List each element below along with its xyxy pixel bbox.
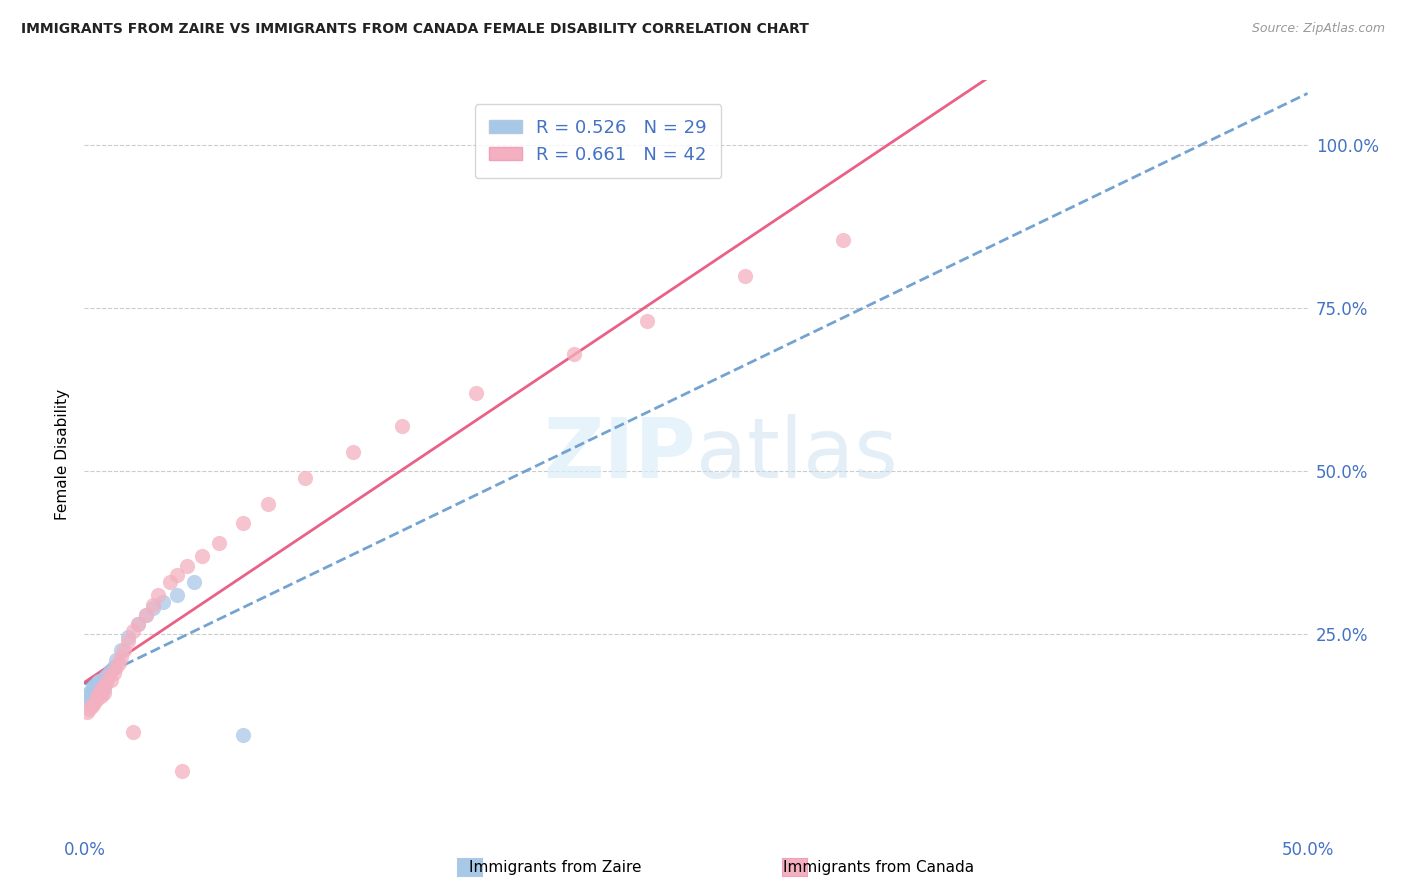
Point <box>152 594 174 608</box>
Point <box>103 659 125 673</box>
Point <box>97 669 120 683</box>
Point <box>77 692 100 706</box>
Point <box>97 666 120 681</box>
Point <box>176 558 198 573</box>
Point <box>232 516 254 531</box>
Text: atlas: atlas <box>696 415 897 495</box>
Y-axis label: Female Disability: Female Disability <box>55 389 70 521</box>
Point <box>86 686 108 700</box>
Point <box>103 666 125 681</box>
Point <box>172 764 194 778</box>
Point <box>146 588 169 602</box>
Point <box>76 689 98 703</box>
Point <box>166 588 188 602</box>
Point <box>183 574 205 589</box>
Point <box>93 682 115 697</box>
Point <box>110 649 132 664</box>
Point <box>96 676 118 690</box>
Legend: R = 0.526   N = 29, R = 0.661   N = 42: R = 0.526 N = 29, R = 0.661 N = 42 <box>475 104 721 178</box>
Point <box>105 659 128 673</box>
Point <box>135 607 157 622</box>
Point <box>142 601 165 615</box>
Point <box>87 682 110 697</box>
Point <box>127 617 149 632</box>
Point <box>93 673 115 687</box>
Point <box>391 418 413 433</box>
Point <box>294 471 316 485</box>
Point <box>342 444 364 458</box>
Text: ZIP: ZIP <box>544 415 696 495</box>
Point <box>191 549 214 563</box>
Text: Immigrants from Canada: Immigrants from Canada <box>783 860 974 874</box>
Point <box>636 314 658 328</box>
Point <box>112 643 135 657</box>
Point <box>105 653 128 667</box>
Point <box>93 679 115 693</box>
Point <box>135 607 157 622</box>
Point <box>83 679 105 693</box>
Point <box>257 497 280 511</box>
Point <box>90 687 112 701</box>
Point <box>86 689 108 703</box>
Point <box>122 724 145 739</box>
Point <box>734 268 756 283</box>
Text: Source: ZipAtlas.com: Source: ZipAtlas.com <box>1251 22 1385 36</box>
Point <box>142 598 165 612</box>
Point <box>122 624 145 638</box>
Point <box>107 657 129 671</box>
Point <box>87 673 110 688</box>
Point <box>90 682 112 697</box>
Point <box>96 669 118 683</box>
Point <box>100 673 122 687</box>
Point <box>87 686 110 700</box>
Point <box>93 686 115 700</box>
Point <box>83 689 105 703</box>
Point <box>127 617 149 632</box>
Point <box>80 696 103 710</box>
Point <box>232 728 254 742</box>
Point <box>86 692 108 706</box>
Text: IMMIGRANTS FROM ZAIRE VS IMMIGRANTS FROM CANADA FEMALE DISABILITY CORRELATION CH: IMMIGRANTS FROM ZAIRE VS IMMIGRANTS FROM… <box>21 22 808 37</box>
Point <box>831 233 853 247</box>
Point <box>80 698 103 713</box>
Point <box>464 386 486 401</box>
Point <box>77 702 100 716</box>
Point <box>562 347 585 361</box>
Point <box>83 696 105 710</box>
Point <box>166 568 188 582</box>
Text: Immigrants from Zaire: Immigrants from Zaire <box>470 860 641 874</box>
Point <box>76 706 98 720</box>
Point <box>90 689 112 703</box>
Point <box>90 678 112 692</box>
Point <box>80 682 103 697</box>
Point <box>117 633 139 648</box>
Point <box>208 536 231 550</box>
Point <box>110 643 132 657</box>
Point <box>159 574 181 589</box>
Point <box>86 676 108 690</box>
Point <box>77 686 100 700</box>
Point <box>100 663 122 677</box>
Point <box>117 631 139 645</box>
